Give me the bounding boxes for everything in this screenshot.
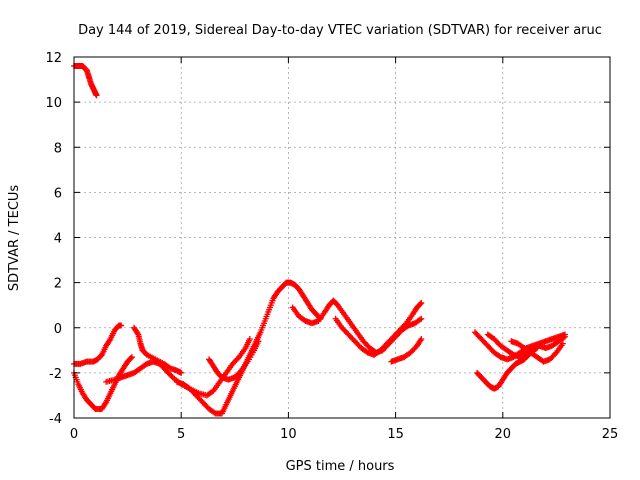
point-track-g-104 [417,316,424,323]
series-track-f [206,338,262,383]
series-track-i [388,336,425,365]
point-track-m-40 [559,340,566,347]
point-track-b-64 [128,354,135,361]
y-tick-label-7: 10 [45,96,62,111]
gridlines [74,57,610,418]
series-early-decay [71,63,100,99]
point-track-c-45 [178,369,185,376]
y-tick-label-1: -2 [49,367,62,382]
x-axis-label: GPS time / hours [286,459,395,474]
y-axis-label: SDTVAR / TECUs [7,185,22,292]
x-tick-label-5: 25 [602,427,619,442]
point-track-i-25 [418,336,425,343]
chart-title: Day 144 of 2019, Sidereal Day-to-day VTE… [78,23,602,38]
series-track-m [508,338,566,365]
series-track-a [71,322,125,367]
data-points [71,63,568,417]
y-tick-label-2: 0 [54,322,62,337]
x-tick-label-0: 0 [70,427,78,442]
point-track-b-65 [128,354,135,361]
point-track-g-105 [418,315,425,322]
y-tick-label-0: -4 [49,412,62,427]
axis-ticks: 0 5 10 15 20 25 -4 -2 0 2 4 6 8 10 12 [45,51,618,442]
point-early-decay-45 [93,92,100,99]
series-track-e [173,279,324,417]
series-track-l [484,331,568,361]
series-track-h [332,299,425,358]
series-track-b [71,354,135,412]
point-track-l-60 [561,333,568,340]
series-track-k [474,345,541,392]
x-tick-label-1: 5 [177,427,185,442]
point-track-f-45 [255,338,262,345]
y-tick-label-8: 12 [45,51,62,66]
point-track-d-105 [246,336,253,343]
y-tick-label-4: 4 [54,232,62,247]
x-tick-label-2: 10 [280,427,297,442]
y-tick-label-6: 8 [54,141,62,156]
x-tick-label-3: 15 [387,427,404,442]
y-tick-label-5: 6 [54,186,62,201]
x-tick-label-4: 20 [495,427,512,442]
point-track-a-50 [118,322,125,329]
y-tick-label-3: 2 [54,277,62,292]
point-track-l-59 [560,334,567,341]
point-track-h-70 [418,299,425,306]
point-track-h-69 [417,300,424,307]
